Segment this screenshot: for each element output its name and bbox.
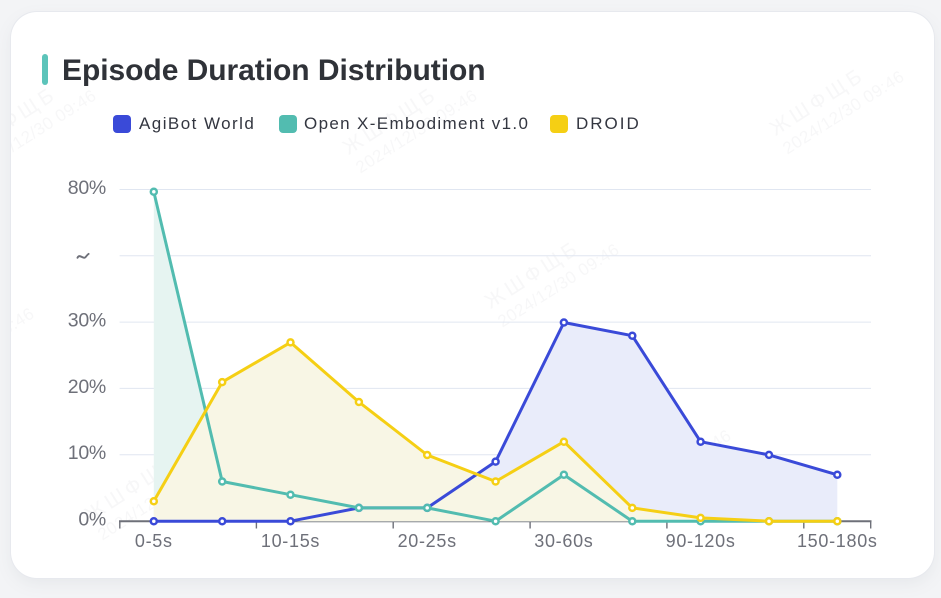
svg-text:90-120s: 90-120s xyxy=(666,531,736,551)
svg-text:80%: 80% xyxy=(68,177,106,199)
svg-text:0%: 0% xyxy=(78,509,106,531)
svg-text:0-5s: 0-5s xyxy=(135,531,173,551)
svg-text:30%: 30% xyxy=(68,310,106,332)
svg-text:20%: 20% xyxy=(68,376,106,398)
svg-text:10%: 10% xyxy=(68,442,106,464)
svg-text:30-60s: 30-60s xyxy=(534,531,593,551)
svg-text:150-180s: 150-180s xyxy=(797,531,878,551)
svg-text:20-25s: 20-25s xyxy=(398,531,457,551)
svg-text:10-15s: 10-15s xyxy=(261,531,320,551)
